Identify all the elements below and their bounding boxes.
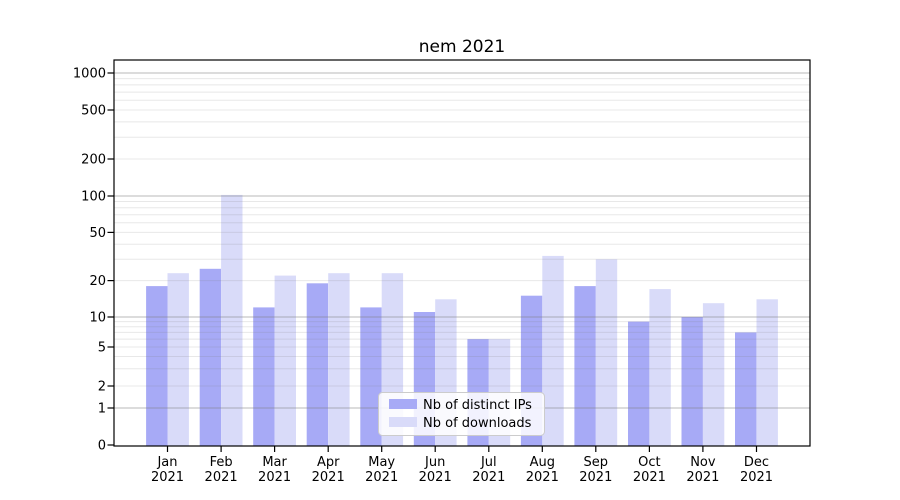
x-tick-label-year: 2021 (205, 470, 238, 485)
x-tick-label-month: Oct (638, 455, 660, 470)
x-tick-label-month: Aug (530, 455, 555, 470)
legend-box (378, 392, 545, 436)
axis-layer (107, 59, 811, 452)
y-tick-labels-layer: 0 1 2 5 10 20 50 100 200 500 1000 (73, 67, 106, 454)
bar-downloads (595, 259, 618, 446)
legend-swatch-distinct-ips (389, 399, 417, 409)
y-tick-label: 100 (81, 190, 106, 205)
bar-downloads (221, 194, 243, 446)
plot-border (113, 59, 811, 447)
gridlines-layer (114, 72, 810, 409)
x-tick-label-year: 2021 (151, 470, 184, 485)
bar-downloads (328, 273, 350, 446)
x-tick-label-year: 2021 (633, 470, 666, 485)
chart-title: nem 2021 (419, 37, 505, 57)
bar-distinct-ips (360, 307, 382, 446)
x-tick-label-year: 2021 (526, 470, 559, 485)
x-tick-label-year: 2021 (579, 470, 612, 485)
x-tick-label-year: 2021 (686, 470, 719, 485)
x-tick-label-month: May (368, 455, 395, 470)
y-tick-label: 200 (81, 153, 106, 168)
x-tick-label-year: 2021 (258, 470, 291, 485)
bar-distinct-ips (306, 283, 329, 446)
x-tick-label-year: 2021 (472, 470, 505, 485)
x-tick-label-month: Jun (424, 455, 445, 470)
x-tick-label-month: Dec (744, 455, 769, 470)
bar-distinct-ips (146, 286, 168, 446)
legend-swatch-downloads (389, 417, 417, 427)
y-tick-label: 10 (89, 311, 106, 326)
y-tick-label: 1 (98, 402, 106, 417)
y-tick-label: 1000 (73, 67, 106, 82)
legend-label-distinct-ips: Nb of distinct IPs (423, 398, 532, 413)
bar-downloads (649, 289, 671, 446)
x-tick-labels-layer: Jan2021Feb2021Mar2021Apr2021May2021Jun20… (151, 455, 773, 485)
bar-downloads (756, 299, 778, 446)
x-tick-label-month: Jan (156, 455, 177, 470)
y-tick-label: 2 (98, 380, 106, 395)
x-tick-label-month: Feb (210, 455, 233, 470)
y-tick-label: 50 (89, 226, 106, 241)
bar-distinct-ips (681, 317, 703, 446)
x-tick-label-year: 2021 (365, 470, 398, 485)
y-tick-label: 0 (98, 439, 106, 454)
bar-distinct-ips (735, 332, 757, 446)
bar-downloads (702, 303, 725, 446)
x-tick-label-year: 2021 (419, 470, 452, 485)
bar-distinct-ips (574, 286, 596, 446)
bar-downloads (274, 275, 296, 446)
y-tick-label: 500 (81, 104, 106, 119)
x-tick-label-month: Apr (317, 455, 340, 470)
x-tick-label-month: Sep (584, 455, 609, 470)
bar-distinct-ips (628, 321, 650, 446)
bar-distinct-ips (199, 268, 222, 446)
bar-downloads (167, 273, 189, 446)
legend: Nb of distinct IPs Nb of downloads (378, 392, 545, 436)
legend-label-downloads: Nb of downloads (423, 416, 532, 431)
y-tick-label: 5 (98, 341, 106, 356)
bar-distinct-ips (253, 307, 275, 446)
bar-downloads (542, 255, 564, 446)
x-tick-label-month: Mar (262, 455, 287, 470)
x-tick-label-month: Jul (480, 455, 497, 470)
x-tick-label-year: 2021 (312, 470, 345, 485)
x-tick-label-year: 2021 (740, 470, 773, 485)
x-tick-label-month: Nov (690, 455, 716, 470)
y-tick-label: 20 (89, 274, 106, 289)
